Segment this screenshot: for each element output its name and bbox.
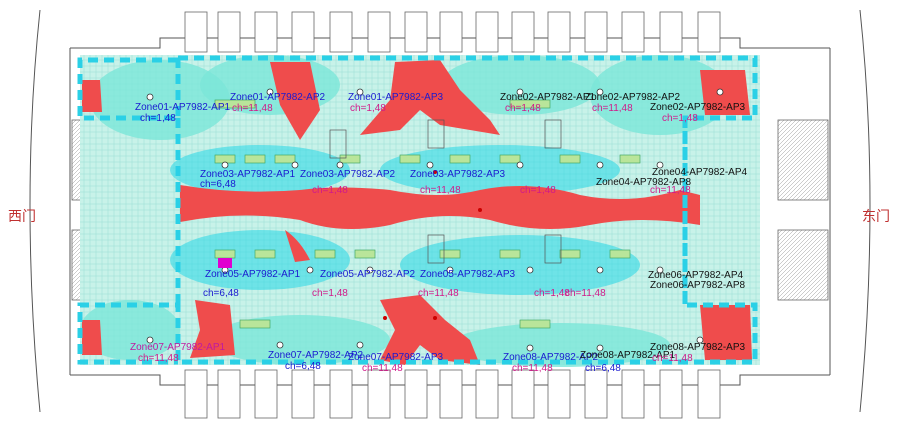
ap-label[interactable]: Zone05-AP7982-AP2 — [320, 269, 416, 280]
ap-channel: ch=6,48 — [285, 361, 321, 372]
ap-channel: ch=1,48 — [140, 113, 176, 124]
highlight-dots — [383, 170, 482, 320]
ap-channel: ch=6,48 — [585, 363, 621, 374]
ap-label[interactable]: Zone06-AP7982-AP4 — [648, 270, 744, 281]
selected-ap-marker[interactable] — [218, 258, 232, 268]
ap-label[interactable]: Zone08-AP7982-AP3 — [650, 342, 746, 353]
ap-channel: ch=11,48 — [420, 185, 461, 196]
ap-channel: ch=6,48 — [200, 179, 236, 190]
ap-channel: ch=11,48 — [592, 103, 633, 114]
ap-label[interactable]: Zone07-AP7982-AP2 — [268, 350, 364, 361]
ap-label[interactable]: Zone06-AP7982-AP8 — [650, 280, 746, 291]
ap-label[interactable]: Zone05-AP7982-AP1 — [205, 269, 301, 280]
ap-label[interactable]: Zone07-AP7982-AP3 — [348, 352, 444, 363]
escalators — [329, 119, 562, 264]
ap-channel: ch=11,48 — [652, 353, 693, 364]
ap-label[interactable]: Zone02-AP7982-AP3 — [650, 102, 746, 113]
ap-markers — [146, 88, 724, 352]
ap-label[interactable]: Zone03-AP7982-AP2 — [300, 169, 396, 180]
ap-channel: ch=11,48 — [650, 185, 691, 196]
ap-label[interactable]: Zone02-AP7982-AP2 — [585, 92, 681, 103]
ap-label[interactable]: Zone07-AP7982-AP1 — [130, 342, 226, 353]
ap-label[interactable]: Zone04-AP7982-AP8 — [596, 177, 692, 188]
ap-channel: ch=1,48 — [312, 288, 348, 299]
ap-label[interactable]: Zone01-AP7982-AP1 — [135, 102, 231, 113]
ap-channel: ch=11,48 — [138, 353, 179, 364]
ap-channel: ch=11,48 — [362, 363, 403, 374]
ap-channel: ch=1,48 — [662, 113, 698, 124]
ap-channel: ch=11,48 — [512, 363, 553, 374]
ap-channel: ch=1,48 — [505, 103, 541, 114]
ap-channel: ch=11,48 — [418, 288, 459, 299]
ap-label[interactable]: Zone05-AP7982-AP3 — [420, 269, 516, 280]
ap-label[interactable]: Zone03-AP7982-AP3 — [410, 169, 506, 180]
ap-label[interactable]: Zone08-AP7982-AP1 — [580, 350, 676, 361]
gate-fingers — [184, 11, 721, 419]
ap-channel: ch=1,48 — [350, 103, 386, 114]
ap-channel: ch=1,48 — [520, 185, 556, 196]
ap-channel: ch=11,48 — [232, 103, 273, 114]
ap-channel: ch=11,48 — [565, 288, 606, 299]
ap-label[interactable]: Zone01-AP7982-AP3 — [348, 92, 444, 103]
ap-channel: ch=1,48 — [312, 185, 348, 196]
ap-label[interactable]: Zone08-AP7982-AP2 — [503, 352, 599, 363]
ap-channel: ch=1,48 — [534, 288, 570, 299]
west-gate-label: 西门 — [8, 209, 36, 225]
interior-fixtures — [214, 99, 641, 329]
dead-zones — [82, 60, 752, 365]
ap-label[interactable]: Zone04-AP7982-AP4 — [652, 167, 748, 178]
zone-boundary — [77, 55, 758, 365]
east-gate-label: 东门 — [862, 209, 890, 225]
ap-label[interactable]: Zone02-AP7982-AP1 — [500, 92, 596, 103]
ap-label[interactable]: Zone01-AP7982-AP2 — [230, 92, 326, 103]
ap-label[interactable]: Zone03-AP7982-AP1 — [200, 169, 296, 180]
ap-channel: ch=6,48 — [203, 288, 239, 299]
